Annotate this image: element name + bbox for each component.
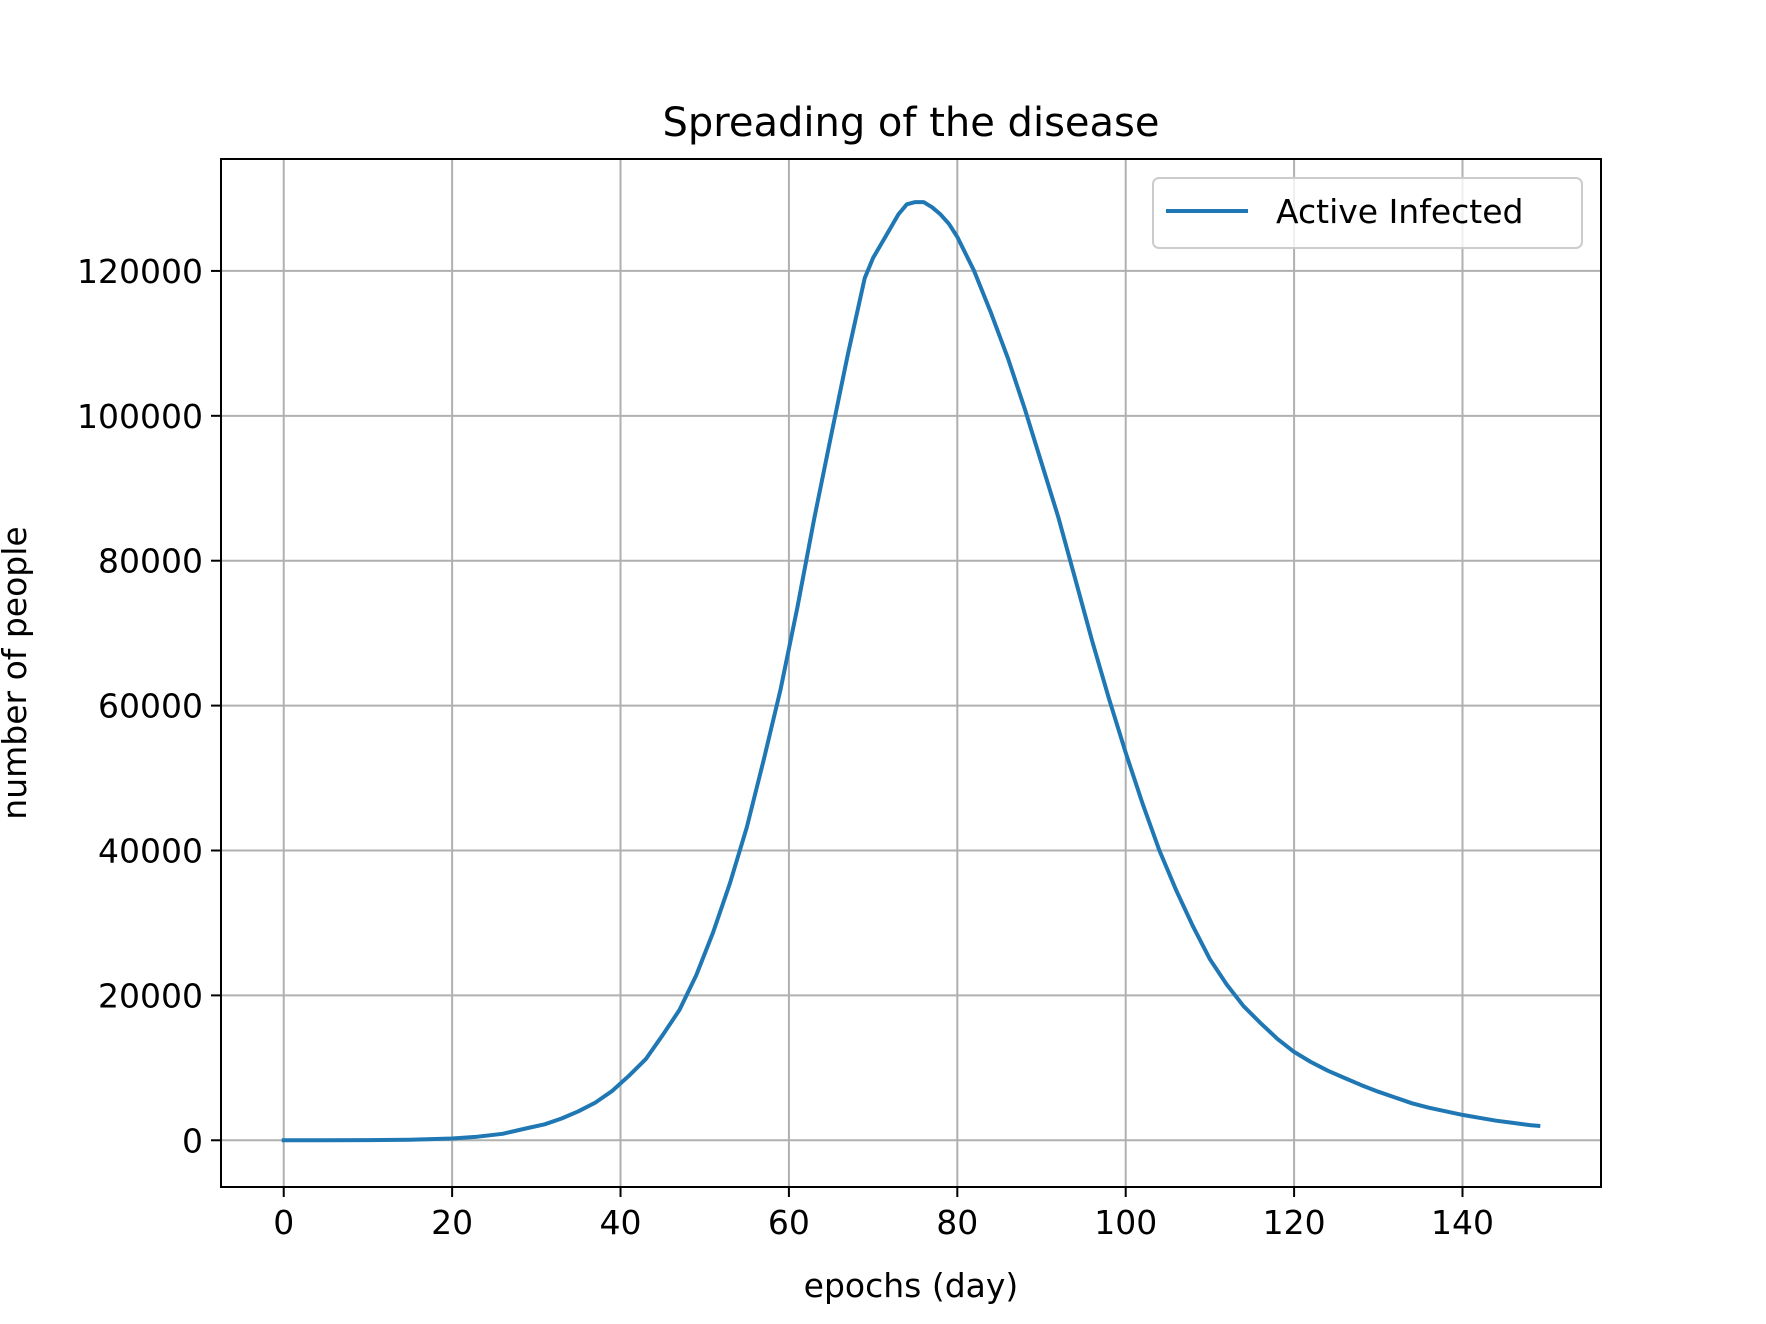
x-axis-label: epochs (day) (804, 1266, 1019, 1305)
x-tick-label: 0 (273, 1203, 294, 1242)
ticks: 0 20 40 60 80 100 120 140 0 20000 40000 60000 80000 1… (77, 252, 1494, 1242)
x-tick-label: 80 (936, 1203, 978, 1242)
x-tick-label: 120 (1263, 1203, 1326, 1242)
y-tick-label: 20000 (98, 976, 203, 1015)
series-layer (281, 200, 1541, 1143)
y-tick-label: 0 (182, 1121, 203, 1160)
legend: Active Infected (1152, 177, 1583, 249)
x-tick-label: 100 (1094, 1203, 1157, 1242)
y-tick-label: 120000 (77, 252, 203, 291)
x-tick-label: 60 (768, 1203, 810, 1242)
legend-box (1152, 177, 1583, 249)
y-tick-label: 80000 (98, 542, 203, 581)
chart-title: Spreading of the disease (663, 100, 1160, 146)
x-tick-label: 20 (431, 1203, 473, 1242)
y-axis-label: number of people (0, 526, 34, 819)
y-tick-label: 100000 (77, 397, 203, 436)
x-tick-label: 40 (600, 1203, 642, 1242)
plot-frame (220, 158, 1602, 1188)
y-tick-label: 60000 (98, 687, 203, 726)
series-line-active-infected (281, 200, 1541, 1143)
legend-label-active-infected: Active Infected (1276, 192, 1523, 231)
x-tick-label: 140 (1431, 1203, 1494, 1242)
y-tick-label: 40000 (98, 831, 203, 870)
